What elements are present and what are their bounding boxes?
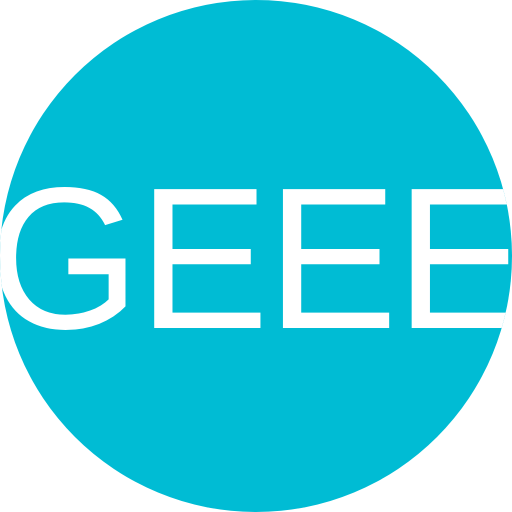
avatar-initials: GEEE — [0, 145, 512, 372]
